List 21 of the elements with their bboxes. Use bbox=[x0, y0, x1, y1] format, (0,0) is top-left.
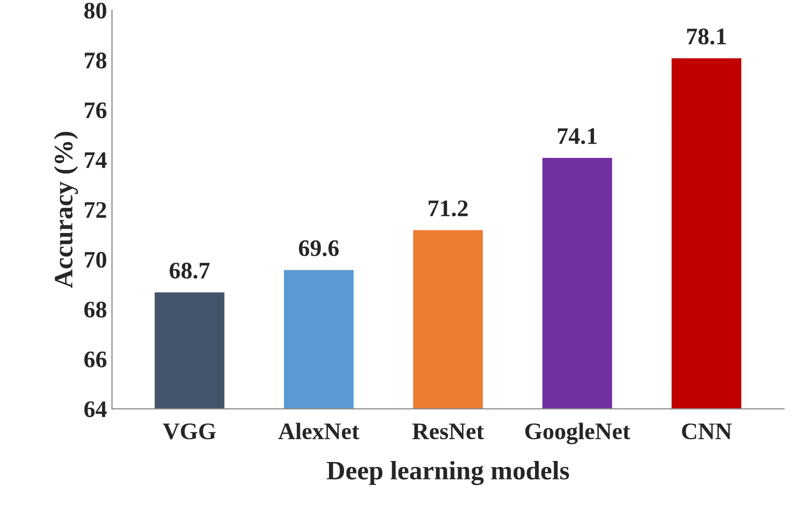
data-label: 74.1 bbox=[558, 128, 597, 144]
x-tick-label: CNN bbox=[682, 423, 732, 440]
x-tick-label: GoogleNet bbox=[525, 422, 630, 444]
y-tick-label: 66 bbox=[84, 352, 106, 368]
data-label: 69.6 bbox=[298, 240, 339, 256]
y-tick-label: 76 bbox=[84, 102, 106, 118]
y-tick-label: 80 bbox=[84, 2, 106, 19]
x-tick-label: ResNet bbox=[412, 424, 484, 440]
y-tick-label: 72 bbox=[84, 202, 106, 218]
y-tick-label: 74 bbox=[84, 152, 107, 168]
x-tick-label: AlexNet bbox=[278, 422, 360, 440]
y-axis-title: Accuracy (%) bbox=[54, 132, 78, 288]
y-tick-label: 70 bbox=[84, 252, 106, 268]
y-tick-label: 64 bbox=[84, 401, 107, 418]
x-tick-label: VGG bbox=[162, 423, 216, 440]
data-label: 71.2 bbox=[428, 200, 468, 216]
data-label: 68.7 bbox=[170, 262, 210, 279]
y-tick-label: 78 bbox=[84, 52, 106, 68]
y-tick-label: 68 bbox=[84, 302, 106, 318]
data-label: 78.1 bbox=[687, 28, 726, 45]
x-axis-title: Deep learning models bbox=[326, 460, 570, 486]
